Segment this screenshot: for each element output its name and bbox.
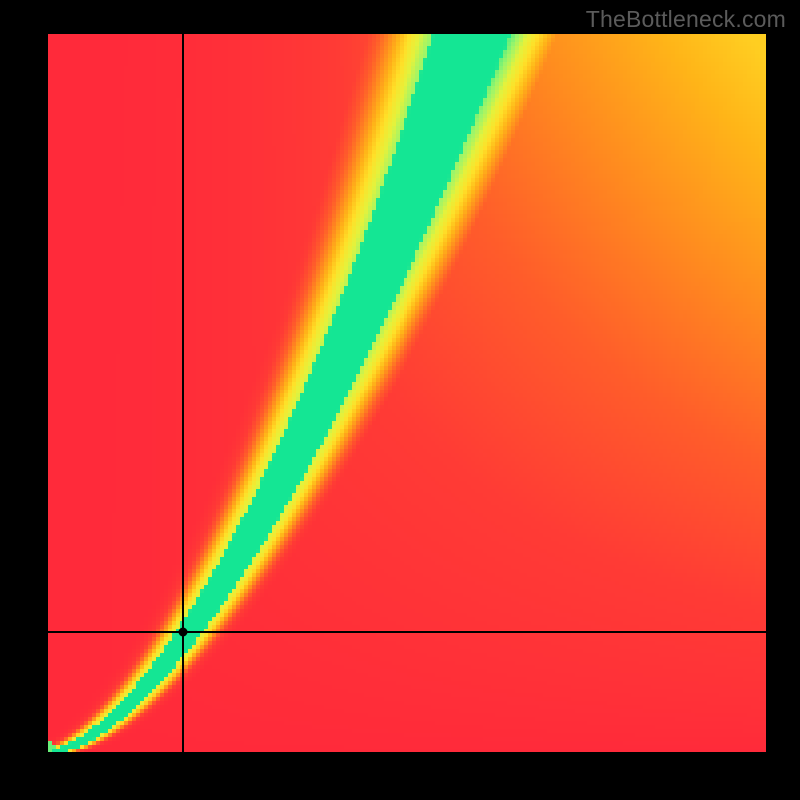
heatmap-plot [48, 34, 766, 752]
crosshair-vertical [182, 34, 183, 752]
watermark-text: TheBottleneck.com [586, 6, 786, 33]
crosshair-horizontal [48, 631, 766, 632]
heatmap-canvas [48, 34, 766, 752]
marker-point [178, 628, 187, 637]
